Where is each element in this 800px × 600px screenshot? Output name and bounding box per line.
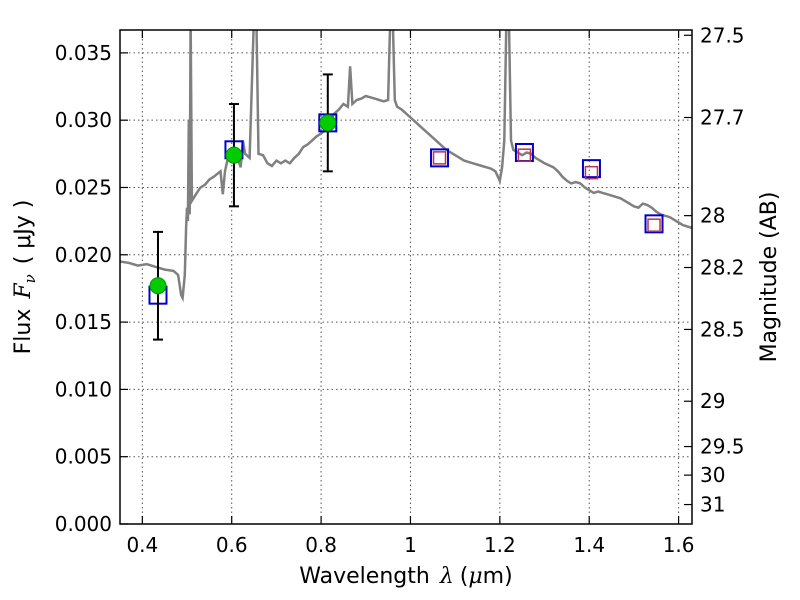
observed-photometry-point	[319, 114, 337, 132]
y-tick-label: 0.010	[55, 377, 112, 401]
y-tick-label: 0.000	[55, 512, 112, 536]
y-tick-label: 0.020	[55, 243, 112, 267]
x-tick-label: 1	[404, 533, 417, 557]
predicted-photometry-square	[517, 148, 532, 162]
grid-lines	[120, 30, 692, 525]
y2-tick-label: 28	[700, 204, 725, 228]
ticks: 0.4 0.6 0.8 1 1.2 1.4 1.6 0.000 0.005 0.010 0.015 0…	[55, 23, 745, 557]
y2-tick-label: 29.5	[700, 435, 745, 459]
y2-tick-label: 28.5	[700, 317, 745, 341]
observed-photometry-point	[149, 277, 167, 295]
y-axis-label: FluxFν( μJy )	[11, 200, 39, 355]
predicted-photometry-square	[432, 151, 447, 165]
y2-tick-label: 31	[700, 493, 725, 517]
y-tick-label: 0.005	[55, 445, 112, 469]
model-photometry-square	[581, 159, 601, 179]
y-tick-label: 0.025	[55, 175, 112, 199]
y2-tick-label: 27.5	[700, 23, 745, 47]
x-tick-label: 0.4	[126, 533, 158, 557]
y-tick-label: 0.035	[55, 41, 112, 65]
y2-tick-label: 30	[700, 463, 725, 487]
y2-tick-label: 29	[700, 389, 725, 413]
model-photometry-square	[430, 148, 450, 168]
y2-tick-label: 28.2	[700, 256, 745, 280]
x-tick-label: 0.8	[305, 533, 337, 557]
y-tick-label: 0.030	[55, 108, 112, 132]
x-tick-label: 1.2	[484, 533, 516, 557]
markers	[148, 73, 664, 341]
x-tick-label: 1.6	[663, 533, 695, 557]
model-sed-line	[120, 30, 692, 303]
y2-axis-label: Magnitude (AB)	[757, 192, 782, 363]
model-photometry-square	[644, 214, 664, 234]
x-axis-label: Wavelength λ (μm)	[299, 564, 512, 589]
x-tick-label: 1.4	[573, 533, 605, 557]
x-tick-label: 0.6	[216, 533, 248, 557]
predicted-photometry-square	[647, 218, 661, 232]
plot-frame	[119, 29, 693, 525]
observed-photometry-point	[225, 146, 243, 164]
y2-tick-label: 27.7	[700, 105, 745, 129]
y-tick-label: 0.015	[55, 310, 112, 334]
sed-line	[120, 30, 692, 303]
predicted-photometry-square	[584, 165, 599, 180]
